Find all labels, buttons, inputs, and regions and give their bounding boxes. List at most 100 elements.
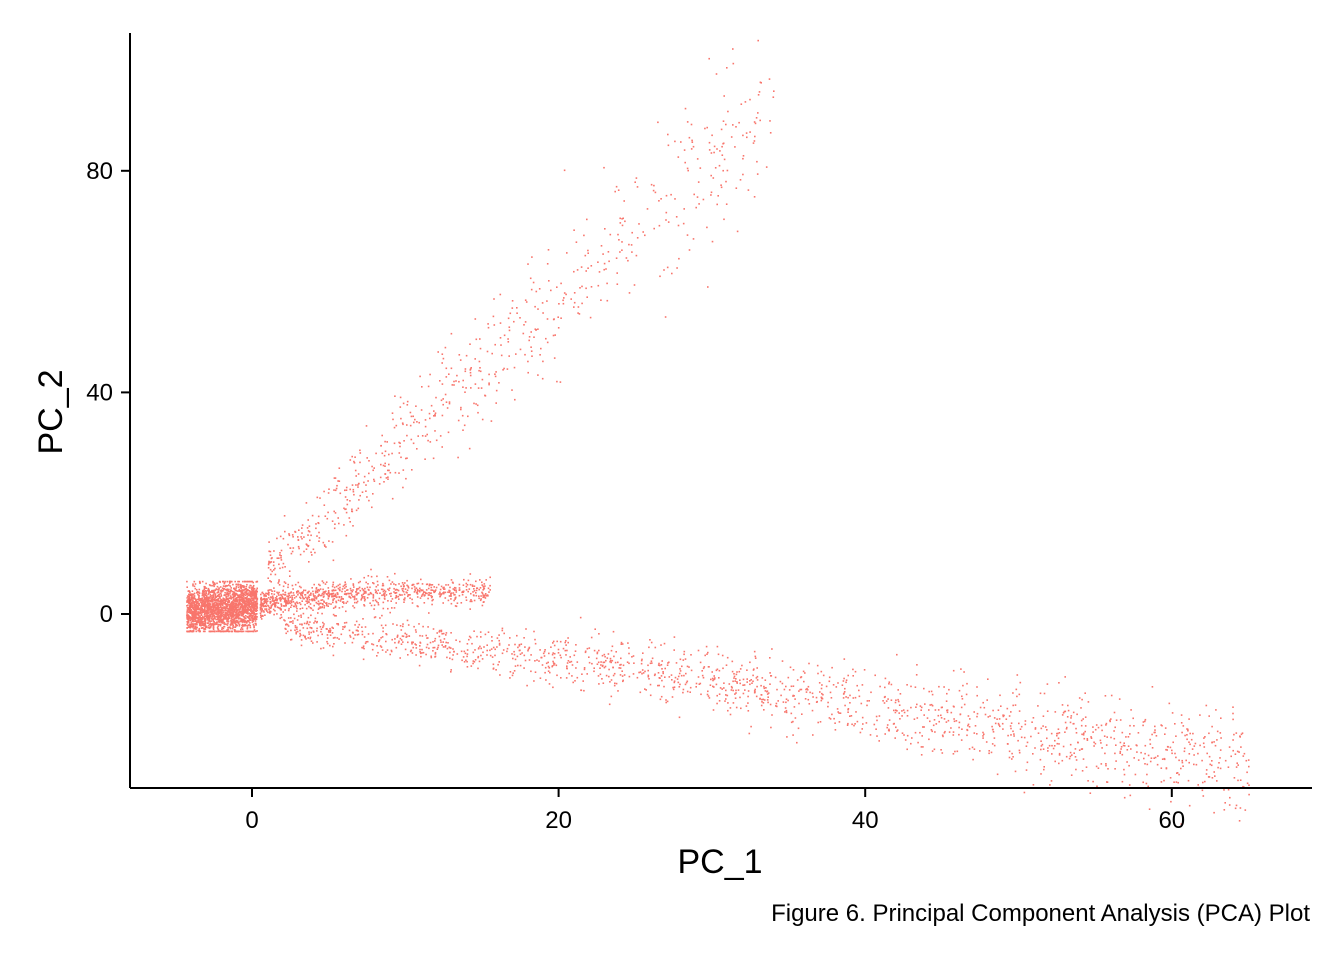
scatter-point: [209, 609, 211, 611]
scatter-point: [332, 583, 334, 586]
scatter-point: [219, 630, 221, 632]
scatter-point: [401, 582, 404, 584]
scatter-point: [318, 589, 321, 591]
scatter-point: [491, 640, 493, 642]
scatter-point: [1181, 731, 1183, 734]
scatter-point: [309, 603, 312, 605]
scatter-point: [223, 606, 225, 608]
scatter-point: [742, 134, 744, 137]
scatter-point: [737, 689, 740, 691]
scatter-point: [314, 551, 316, 554]
scatter-point: [198, 580, 201, 583]
scatter-point: [1157, 755, 1159, 757]
scatter-point: [235, 630, 238, 633]
scatter-point: [201, 601, 204, 603]
scatter-point: [1126, 761, 1128, 763]
scatter-point: [213, 604, 216, 607]
scatter-point: [747, 710, 750, 712]
scatter-point: [217, 605, 220, 608]
scatter-point: [225, 597, 227, 600]
scatter-point: [207, 620, 210, 622]
scatter-point: [1154, 756, 1157, 759]
scatter-point: [197, 611, 199, 613]
scatter-point: [473, 585, 476, 587]
scatter-point: [222, 601, 225, 603]
scatter-point: [204, 623, 207, 626]
scatter-point: [226, 603, 229, 606]
scatter-point: [530, 346, 532, 348]
scatter-point: [420, 595, 423, 597]
scatter-point: [421, 594, 424, 596]
scatter-point: [700, 693, 702, 696]
scatter-point: [216, 582, 218, 585]
scatter-point: [322, 591, 325, 594]
scatter-point: [1093, 741, 1095, 744]
scatter-point: [339, 586, 341, 589]
scatter-point: [1128, 784, 1131, 786]
scatter-point: [198, 588, 201, 591]
scatter-point: [241, 612, 244, 615]
scatter-point: [619, 251, 621, 253]
scatter-point: [960, 739, 963, 741]
scatter-point: [250, 603, 252, 605]
scatter-point: [558, 303, 560, 305]
scatter-point: [219, 619, 221, 622]
scatter-point: [228, 608, 231, 611]
scatter-point: [295, 595, 298, 598]
scatter-point: [218, 623, 221, 626]
scatter-point: [314, 595, 316, 597]
scatter-point: [205, 611, 208, 614]
scatter-point: [192, 623, 195, 625]
scatter-point: [730, 685, 733, 688]
scatter-point: [749, 680, 751, 682]
scatter-point: [199, 582, 201, 584]
scatter-point: [748, 732, 751, 735]
scatter-point: [552, 642, 554, 644]
scatter-point: [233, 587, 235, 590]
scatter-point: [941, 734, 944, 737]
scatter-point: [262, 598, 265, 600]
scatter-point: [1067, 709, 1070, 712]
scatter-point: [544, 666, 547, 669]
scatter-point: [240, 619, 243, 622]
scatter-point: [428, 612, 430, 614]
scatter-point: [304, 594, 306, 596]
scatter-point: [287, 595, 289, 597]
scatter-point: [227, 592, 229, 595]
scatter-point: [381, 434, 383, 437]
scatter-point: [358, 623, 361, 626]
scatter-point: [666, 266, 669, 269]
scatter-point: [413, 591, 416, 593]
scatter-point: [597, 284, 600, 287]
scatter-point: [619, 222, 622, 224]
scatter-point: [237, 618, 240, 620]
scatter-point: [545, 679, 547, 681]
scatter-point: [235, 583, 238, 586]
scatter-point: [433, 591, 436, 593]
scatter-point: [460, 406, 462, 409]
scatter-point: [419, 648, 421, 651]
scatter-point: [475, 592, 477, 594]
scatter-point: [418, 623, 420, 625]
scatter-point: [509, 312, 512, 315]
scatter-point: [958, 726, 960, 729]
scatter-point: [237, 630, 240, 633]
scatter-point: [394, 395, 396, 397]
scatter-point: [212, 602, 214, 605]
scatter-point: [214, 589, 216, 592]
scatter-point: [245, 620, 248, 623]
scatter-point: [684, 161, 686, 164]
scatter-point: [432, 457, 435, 460]
scatter-point: [681, 665, 683, 668]
scatter-point: [475, 594, 478, 597]
scatter-point: [705, 645, 708, 648]
scatter-point: [252, 597, 254, 599]
scatter-point: [473, 599, 476, 602]
scatter-point: [440, 593, 442, 596]
scatter-point: [237, 621, 240, 623]
scatter-point: [223, 581, 226, 584]
scatter-point: [245, 600, 248, 603]
scatter-point: [312, 548, 315, 551]
scatter-point: [760, 684, 762, 687]
scatter-point: [192, 593, 195, 596]
